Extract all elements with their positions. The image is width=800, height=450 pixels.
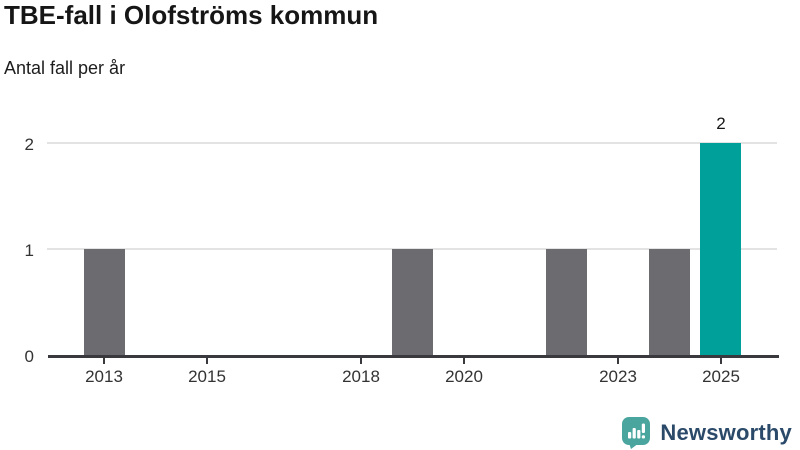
y-axis-tick-label: 0	[24, 347, 34, 366]
y-gridline-2	[47, 142, 777, 144]
bar-2013	[84, 249, 125, 355]
x-axis-tick	[103, 358, 105, 364]
x-axis-line	[48, 355, 779, 358]
x-axis-tick-label: 2015	[188, 367, 226, 386]
x-axis-tick	[463, 358, 465, 364]
x-axis-tick-label: 2013	[85, 367, 123, 386]
newsworthy-brand-text: Newsworthy	[660, 419, 792, 445]
bar-value-label: 2	[716, 114, 726, 133]
bar-2022	[546, 249, 587, 355]
x-axis-tick-label: 2018	[342, 367, 380, 386]
x-axis-tick-label: 2020	[445, 367, 483, 386]
x-axis-tick-label: 2023	[599, 367, 637, 386]
bar-2025	[700, 143, 741, 355]
x-axis-tick	[206, 358, 208, 364]
newsworthy-logo[interactable]: Newsworthy	[621, 416, 792, 449]
x-axis-tick	[617, 358, 619, 364]
x-axis-tick	[720, 358, 722, 364]
chart-title: TBE-fall i Olofströms kommun	[4, 0, 379, 30]
y-axis-tick-label: 1	[24, 241, 34, 260]
y-axis-tick-label: 2	[24, 135, 34, 154]
bar-2024	[649, 249, 690, 355]
chart-subtitle: Antal fall per år	[4, 58, 126, 78]
bar-2019	[392, 249, 433, 355]
x-axis-tick-label: 2025	[702, 367, 740, 386]
newsworthy-speech-bubble-chart-icon	[621, 416, 652, 449]
x-axis-tick	[360, 358, 362, 364]
